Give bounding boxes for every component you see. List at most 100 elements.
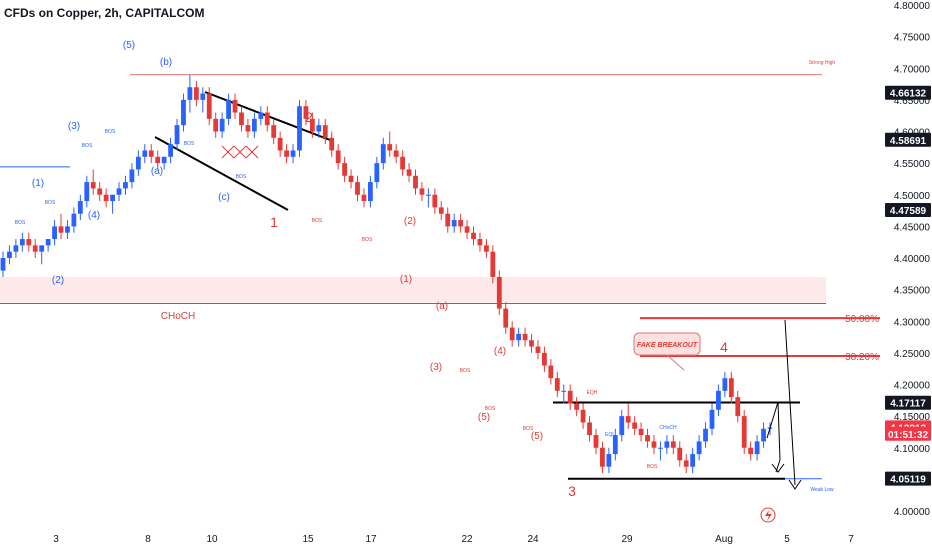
- lightning-icon[interactable]: [760, 507, 776, 523]
- candle-body: [690, 454, 696, 467]
- candle-body: [97, 188, 103, 195]
- price-badge-label: 4.05119: [890, 475, 926, 486]
- candle-body: [587, 422, 592, 436]
- x-mark: [245, 145, 259, 159]
- candle-body: [413, 175, 418, 189]
- projection-path-2: [784, 319, 796, 486]
- candle-body: [438, 207, 444, 214]
- candle-body: [632, 422, 638, 429]
- price-badge: [885, 395, 931, 410]
- wave-label-red: (5): [478, 412, 490, 423]
- candle-body: [477, 239, 483, 246]
- y-tick-label: 4.15000: [894, 412, 931, 423]
- wave-label-blue: (3): [68, 121, 80, 132]
- candle-body: [612, 435, 618, 455]
- candle-body: [110, 194, 115, 202]
- candle-body: [677, 447, 683, 461]
- candle-body: [277, 137, 283, 151]
- candle-body: [574, 403, 580, 410]
- x-tick-label: 10: [206, 534, 218, 545]
- candle-body: [535, 346, 541, 353]
- candle-body: [329, 137, 335, 151]
- candle-body: [490, 251, 496, 277]
- y-tick-label: 4.30000: [894, 317, 931, 328]
- arrow-head-1: [771, 463, 785, 473]
- candle-body: [65, 226, 70, 233]
- candle-body: [90, 182, 96, 189]
- candle-body: [509, 327, 515, 341]
- x-mark: [233, 145, 247, 159]
- y-tick-label: 4.80000: [894, 1, 931, 12]
- candle-body: [45, 239, 51, 246]
- candle-body: [148, 150, 154, 157]
- price-axis[interactable]: [884, 0, 932, 550]
- candle-body: [722, 378, 728, 391]
- wave-label-blue: (4): [88, 210, 100, 221]
- bos-label: BOS: [647, 464, 658, 470]
- y-tick-label: 4.50000: [894, 191, 931, 202]
- candle-body: [625, 416, 631, 423]
- x-mark: [221, 145, 235, 159]
- candle-body: [322, 125, 328, 138]
- wave-label-red: 2: [305, 109, 313, 125]
- bos-label: BOS: [105, 129, 116, 135]
- chart-title: CFDs on Copper, 2h, CAPITALCOM: [4, 6, 205, 20]
- candle-body: [258, 112, 264, 119]
- wave-label-blue: (b): [160, 57, 172, 68]
- candle-body: [213, 118, 219, 132]
- candle-body: [135, 156, 141, 170]
- y-tick-label: 4.00000: [894, 507, 931, 518]
- callout-pointer: [666, 354, 685, 371]
- x-tick-label: 8: [145, 534, 151, 545]
- y-tick-label: 4.45000: [894, 222, 931, 233]
- candle-body: [52, 226, 57, 240]
- candle-body: [7, 251, 12, 258]
- candle-body: [297, 106, 302, 151]
- candle-body: [367, 182, 373, 202]
- candle-body: [374, 163, 380, 183]
- bos-label: BOS: [362, 237, 373, 243]
- candle-body: [709, 409, 715, 429]
- candle-body: [464, 226, 470, 233]
- candle-body: [264, 112, 270, 126]
- candle-body: [251, 118, 257, 132]
- candle-body: [664, 441, 670, 448]
- candle-body: [741, 416, 747, 448]
- y-tick-label: 4.65000: [894, 96, 931, 107]
- candle-body: [0, 258, 6, 271]
- price-badge-label: 4.17117: [890, 399, 926, 410]
- wave-label-red: (5): [531, 431, 543, 442]
- x-tick-label: 17: [365, 534, 377, 545]
- candle-body: [187, 87, 193, 100]
- price-badge: [885, 132, 931, 147]
- price-badge-label: 01:51:32: [888, 430, 928, 441]
- candle-body: [593, 435, 599, 448]
- candle-body: [548, 365, 554, 379]
- candle-body: [645, 435, 650, 442]
- candle-body: [32, 245, 38, 252]
- candle-body: [193, 87, 199, 100]
- wave-label-blue: (a): [151, 166, 163, 177]
- candle-body: [458, 220, 464, 227]
- candle-body: [303, 106, 309, 119]
- candle-body: [451, 220, 457, 227]
- candle-body: [432, 194, 438, 208]
- bos-label: BOS: [523, 426, 534, 432]
- bos-label: BOS: [312, 218, 323, 224]
- candle-body: [522, 333, 528, 341]
- y-tick-label: 4.75000: [894, 33, 931, 44]
- price-badge-label: 4.58691: [890, 136, 927, 147]
- candle-body: [600, 447, 605, 467]
- lightning-icon-glyph: [765, 510, 772, 521]
- candle-body: [361, 194, 367, 202]
- candle-body: [580, 409, 586, 423]
- bos-label: BOS: [15, 220, 26, 226]
- candle-body: [39, 245, 45, 252]
- candle-body: [554, 378, 560, 391]
- candle-body: [387, 144, 393, 151]
- candle-body: [651, 441, 657, 448]
- wave-label-red: (4): [494, 346, 506, 357]
- candle-body: [290, 150, 296, 157]
- candle-body: [716, 390, 721, 410]
